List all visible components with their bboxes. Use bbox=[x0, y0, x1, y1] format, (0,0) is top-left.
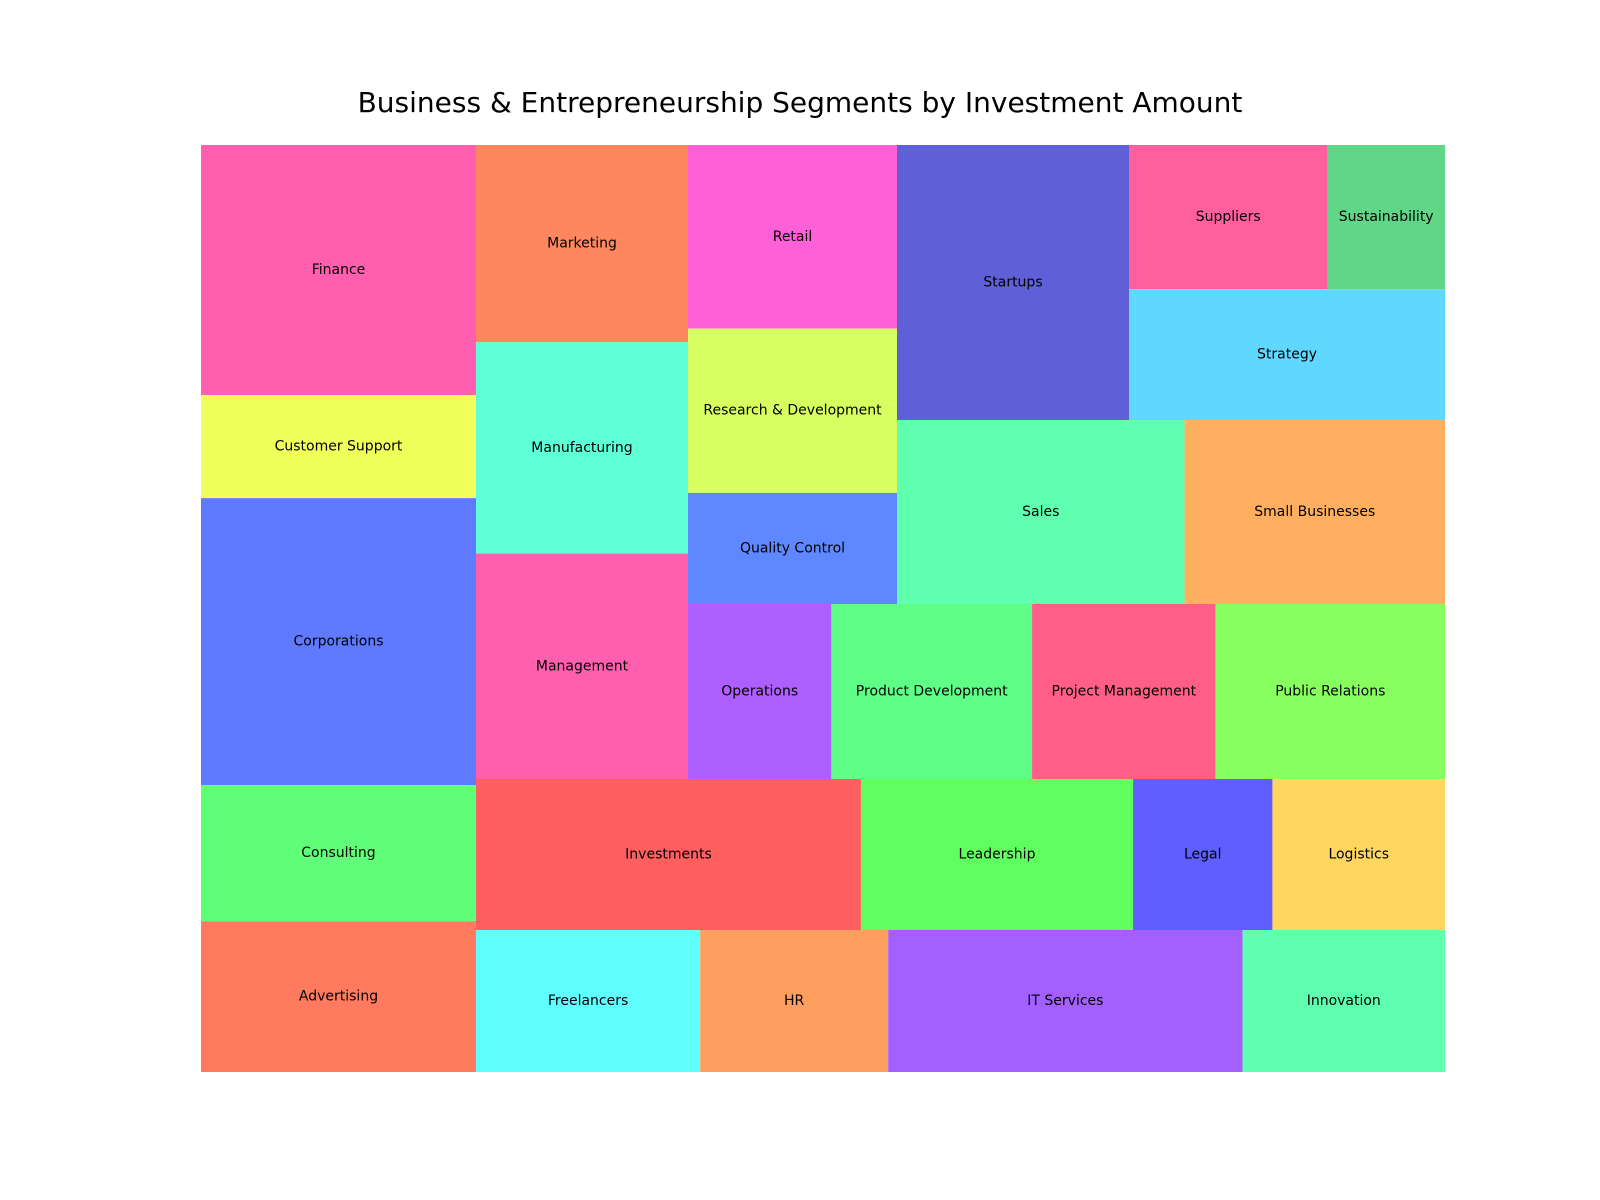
tile-label-advertising: Advertising bbox=[299, 989, 378, 1005]
tile-label-it-services: IT Services bbox=[1027, 993, 1103, 1009]
tile-research-development bbox=[688, 328, 897, 493]
tile-investments bbox=[476, 779, 861, 930]
tile-corporations bbox=[201, 498, 476, 786]
tile-label-product-development: Product Development bbox=[856, 684, 1008, 700]
tile-suppliers bbox=[1129, 145, 1328, 290]
tile-small-businesses bbox=[1184, 420, 1445, 604]
tile-consulting bbox=[201, 785, 476, 922]
tile-label-freelancers: Freelancers bbox=[548, 993, 628, 1009]
tile-label-manufacturing: Manufacturing bbox=[531, 440, 632, 456]
tile-legal bbox=[1133, 779, 1273, 930]
tile-label-retail: Retail bbox=[773, 229, 813, 245]
tile-strategy bbox=[1129, 289, 1445, 420]
tile-it-services bbox=[888, 930, 1243, 1072]
tile-advertising bbox=[201, 921, 476, 1072]
tile-sustainability bbox=[1327, 145, 1445, 290]
tile-label-corporations: Corporations bbox=[294, 634, 384, 650]
tile-label-customer-support: Customer Support bbox=[275, 439, 403, 455]
tile-retail bbox=[688, 145, 897, 329]
tile-marketing bbox=[476, 145, 688, 343]
tile-label-operations: Operations bbox=[721, 684, 798, 700]
tile-hr bbox=[700, 930, 889, 1072]
tile-product-development bbox=[831, 604, 1033, 779]
tile-label-research-development: Research & Development bbox=[703, 403, 882, 419]
tile-label-project-management: Project Management bbox=[1052, 684, 1197, 700]
tile-customer-support bbox=[201, 395, 476, 499]
tile-label-public-relations: Public Relations bbox=[1275, 684, 1385, 700]
tile-label-innovation: Innovation bbox=[1307, 993, 1381, 1009]
tile-operations bbox=[688, 604, 832, 779]
tile-label-startups: Startups bbox=[983, 275, 1042, 291]
tile-manufacturing bbox=[476, 342, 688, 554]
tile-finance bbox=[201, 145, 476, 396]
tile-sales bbox=[897, 420, 1185, 604]
tile-label-leadership: Leadership bbox=[959, 847, 1036, 863]
tile-label-hr: HR bbox=[784, 993, 805, 1009]
tile-label-investments: Investments bbox=[625, 847, 712, 863]
tile-label-logistics: Logistics bbox=[1328, 847, 1389, 863]
tile-logistics bbox=[1272, 779, 1445, 930]
tile-label-sales: Sales bbox=[1022, 504, 1059, 520]
tile-label-management: Management bbox=[536, 658, 629, 674]
tile-project-management bbox=[1032, 604, 1216, 779]
tile-label-suppliers: Suppliers bbox=[1196, 209, 1261, 225]
tile-label-legal: Legal bbox=[1184, 847, 1222, 863]
tile-freelancers bbox=[476, 930, 701, 1072]
tile-label-strategy: Strategy bbox=[1257, 347, 1317, 363]
tile-label-small-businesses: Small Businesses bbox=[1254, 504, 1375, 520]
tile-label-finance: Finance bbox=[312, 262, 366, 278]
tile-management bbox=[476, 553, 688, 779]
tile-quality-control bbox=[688, 492, 897, 604]
tile-label-marketing: Marketing bbox=[547, 236, 617, 252]
chart-title: Business & Entrepreneurship Segments by … bbox=[357, 86, 1243, 119]
tile-public-relations bbox=[1215, 604, 1445, 779]
tile-label-consulting: Consulting bbox=[301, 845, 375, 861]
tile-label-quality-control: Quality Control bbox=[740, 540, 845, 556]
tile-label-sustainability: Sustainability bbox=[1339, 209, 1434, 225]
tile-innovation bbox=[1242, 930, 1445, 1072]
tile-leadership bbox=[860, 779, 1134, 930]
tile-startups bbox=[897, 145, 1129, 420]
